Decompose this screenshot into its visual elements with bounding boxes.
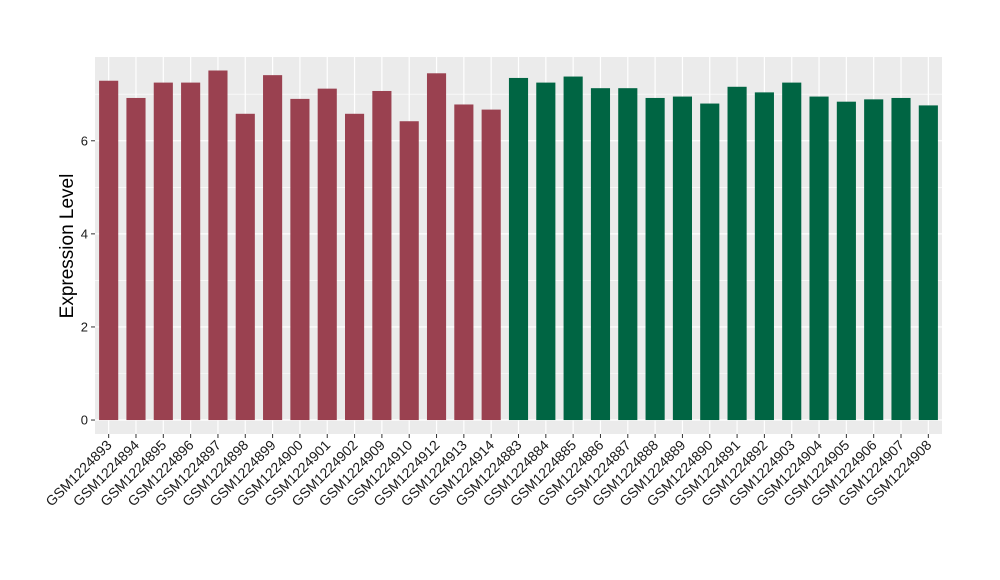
bar-GSM1224884 <box>536 82 556 421</box>
bar-GSM1224897 <box>208 70 228 421</box>
bar-GSM1224906 <box>864 99 884 421</box>
bar-GSM1224886 <box>590 88 611 421</box>
bar-GSM1224896 <box>181 82 201 421</box>
bar-GSM1224899 <box>263 75 283 421</box>
y-axis: 0 2 4 6 <box>81 133 95 428</box>
bar-GSM1224885 <box>563 76 583 421</box>
bar-GSM1224892 <box>754 92 774 421</box>
bar-GSM1224893 <box>99 80 119 421</box>
bar-GSM1224907 <box>891 97 911 421</box>
x-axis: GSM1224893GSM1224894GSM1224895GSM1224896… <box>42 434 935 509</box>
bar-GSM1224898 <box>235 113 255 421</box>
bar-GSM1224894 <box>126 97 146 421</box>
bar-GSM1224901 <box>317 88 337 421</box>
bar-GSM1224908 <box>918 105 938 421</box>
bar-GSM1224900 <box>290 98 310 421</box>
bar-GSM1224891 <box>727 86 747 421</box>
bar-GSM1224912 <box>426 73 447 421</box>
bar-GSM1224909 <box>372 90 392 421</box>
bar-GSM1224887 <box>618 88 638 421</box>
y-tick-label: 0 <box>81 413 88 428</box>
bar-GSM1224910 <box>399 121 419 421</box>
bars-group <box>99 70 938 421</box>
bar-GSM1224895 <box>153 82 173 421</box>
bar-GSM1224888 <box>645 97 665 421</box>
y-tick-label: 2 <box>81 319 88 334</box>
bar-GSM1224903 <box>782 82 802 421</box>
bar-GSM1224890 <box>700 103 720 421</box>
y-axis-title: Expression Level <box>57 174 78 319</box>
bar-GSM1224889 <box>672 96 692 421</box>
bar-GSM1224914 <box>481 109 501 421</box>
bar-GSM1224913 <box>454 104 474 421</box>
bar-GSM1224905 <box>836 101 856 421</box>
bar-GSM1224902 <box>345 113 365 421</box>
bar-GSM1224883 <box>508 77 529 421</box>
y-tick-label: 4 <box>81 226 88 241</box>
y-tick-label: 6 <box>81 133 88 148</box>
bar-GSM1224904 <box>809 96 829 421</box>
